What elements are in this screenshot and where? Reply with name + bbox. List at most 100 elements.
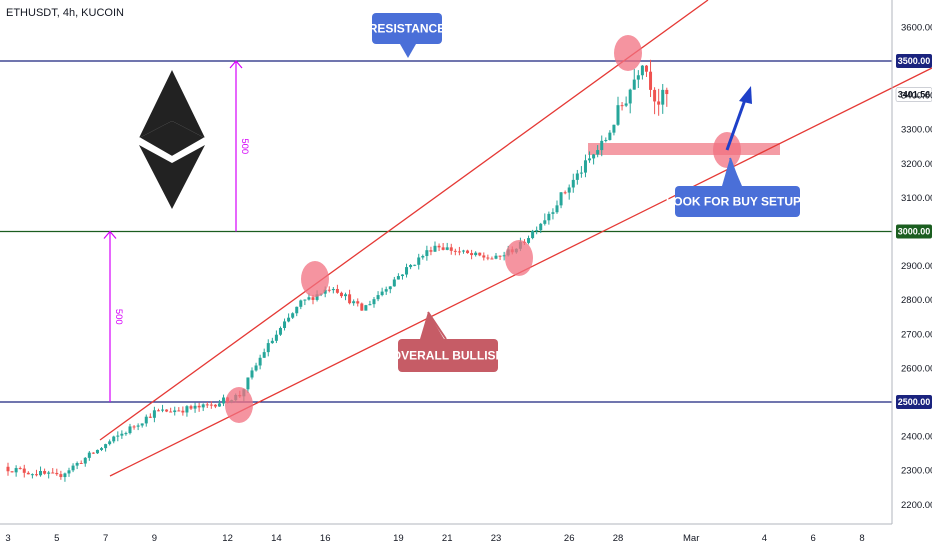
candle-body [51,472,55,474]
candle-body [433,245,437,252]
candle-body [421,255,425,258]
candle-body [644,65,648,72]
candle-body [116,435,120,437]
measure-arrowhead [103,230,117,239]
level-badge [896,395,932,409]
candle-body [59,474,63,478]
candle-body [453,250,457,252]
annotations: RESISTANCE OVERALL BULLISH LOOK FOR BUY SE… [369,13,809,372]
candle-body [596,150,600,155]
candle-body [531,230,535,239]
candle-body [445,247,449,250]
candle-body [39,471,43,476]
y-tick-label: 2800.00 [901,295,932,306]
candle-body [323,289,327,294]
candle-body [612,124,616,133]
chart-header-title: ETHUSDT, 4h, KUCOIN [6,7,124,19]
candle-body [628,89,632,104]
x-tick-label: 21 [442,533,453,544]
candle-body [30,474,34,476]
trend-arrowhead-icon [739,86,752,104]
measure-arrows: 500 500 [103,60,250,402]
candle-body [624,103,628,106]
candle-body [360,303,364,311]
candle-body [327,289,331,291]
candle-body [156,410,160,412]
candle-body [120,433,124,436]
annotation-box [675,186,800,217]
candle-body [494,255,498,259]
candle-body [104,444,108,449]
candle-body [441,247,445,250]
candle-body [649,71,653,90]
y-tick-label: 2700.00 [901,329,932,340]
candle-body [461,250,465,252]
candle-body [665,89,669,95]
candle-body [600,140,604,151]
candle-body [409,265,413,268]
candle-body [6,466,10,472]
last-price-badge [895,87,932,102]
candle-body [213,404,217,407]
eth-logo-divider [138,137,206,159]
candle-body [384,289,388,292]
candle-body [331,288,335,291]
level-badge-label: 2500.00 [898,397,931,407]
candle-body [376,295,380,300]
candle-body [543,220,547,224]
candle-body [177,410,181,412]
candle-body [474,252,478,256]
y-tick-label: 2200.00 [901,500,932,511]
candle-body [632,79,636,90]
candle-body [653,89,657,102]
x-tick-label: 19 [393,533,404,544]
candle-body [478,252,482,256]
annotation-box [398,339,498,372]
annotation-leader [729,157,741,187]
y-tick-label: 3200.00 [901,159,932,170]
candle-body [47,472,51,474]
y-tick-label: 2400.00 [901,432,932,443]
candle-body [217,403,221,407]
candle-body [571,179,575,188]
eth-logo-middle-icon [139,121,205,157]
candle-body [254,365,258,371]
x-tick-label: 12 [222,533,233,544]
x-tick-label: 8 [859,533,864,544]
candle-body [128,426,132,434]
level-badge-label: 3000.00 [898,227,931,237]
last-price-label: 3401.56 [898,90,931,100]
candle-body [18,468,22,470]
level-lines: 3500.00 3000.00 2500.00 3401.56 [0,54,932,409]
level-badge [896,54,932,68]
annotation-leader [427,311,447,340]
candle-body [303,299,307,301]
candle-body [470,253,474,256]
y-tick-label: 3100.00 [901,193,932,204]
candle-body [636,75,640,80]
candle-body [486,257,490,259]
candle-body [258,357,262,366]
buy-zone-rect [588,143,780,155]
candle-body [222,397,226,404]
buy-zone [588,143,780,155]
candle-body [425,250,429,256]
x-tick-label: 23 [491,533,502,544]
x-tick-label: Mar [683,533,699,544]
candle-body [246,377,250,390]
candle-body [502,255,506,257]
annotation-pointer [400,44,416,58]
candle-body [563,192,567,194]
annotation-label: LOOK FOR BUY SETUPS [666,195,809,209]
touch-circle [505,240,533,276]
measure-label: 500 [239,138,250,154]
y-tick-label: 3400.00 [901,91,932,102]
candle-body [270,340,274,344]
y-tick-label: 3600.00 [901,22,932,33]
candle-body [63,473,67,478]
level-badge-label: 3500.00 [898,56,931,66]
eth-logo-bottom-icon [139,145,205,209]
candle-body [547,213,551,221]
